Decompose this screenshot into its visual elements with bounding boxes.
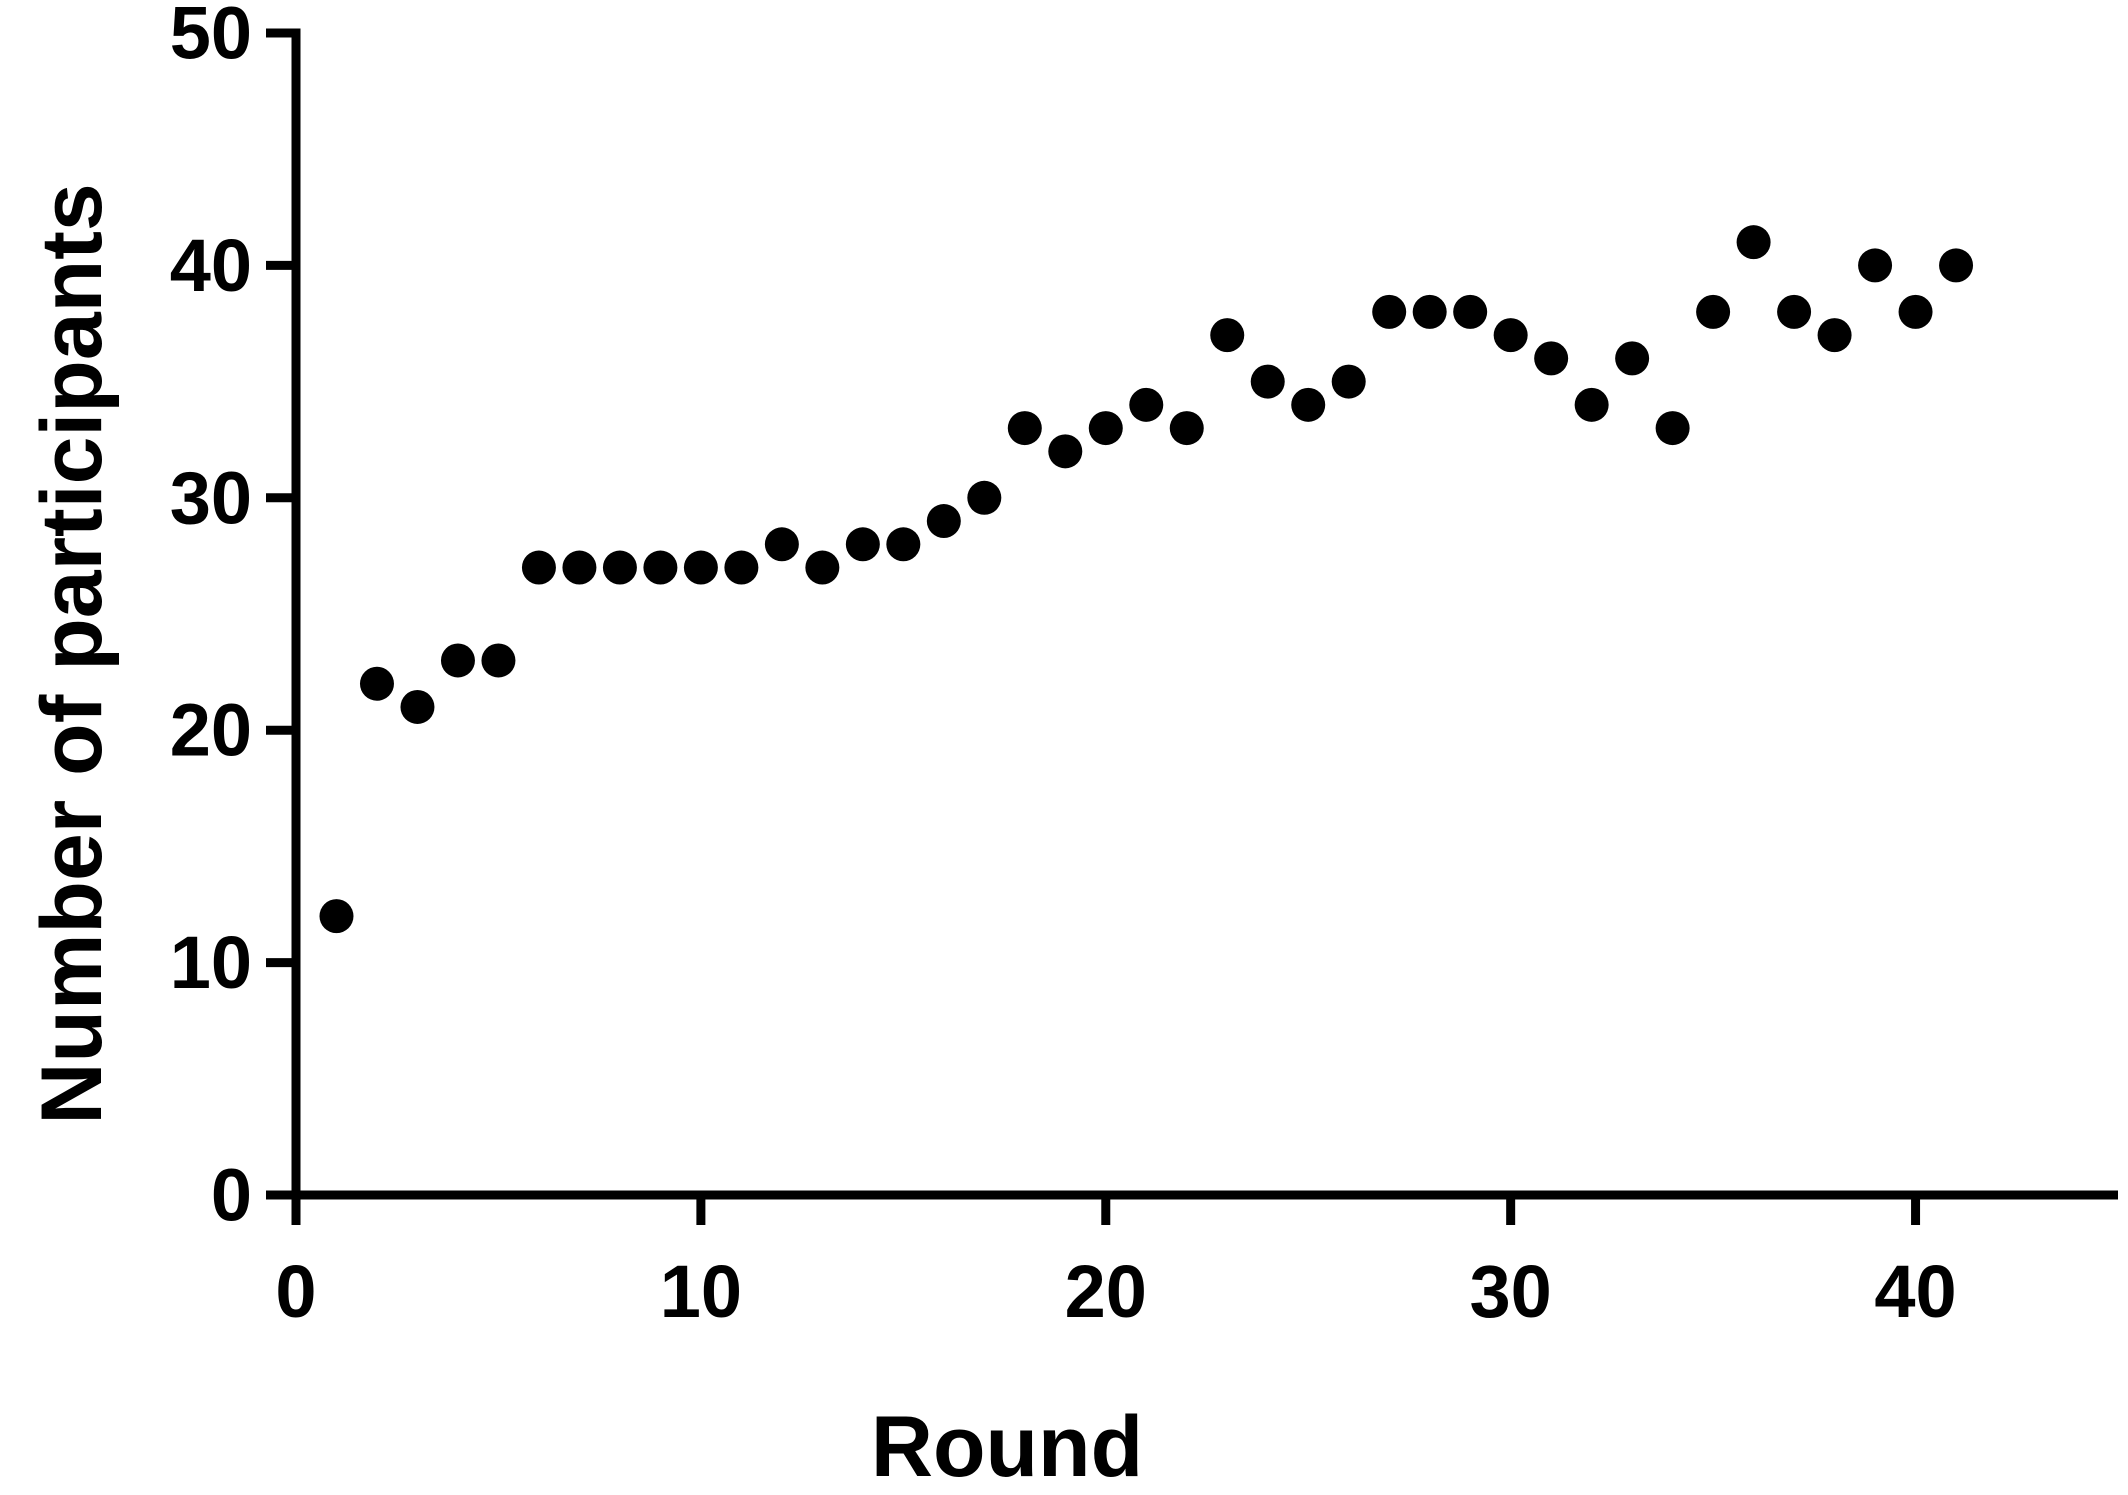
data-point — [440, 643, 475, 678]
x-axis-title: Round — [871, 1399, 1143, 1490]
data-point — [1777, 294, 1812, 329]
data-point — [1858, 248, 1893, 283]
y-tick-label: 40 — [170, 224, 252, 307]
data-point — [481, 643, 516, 678]
axis-ticks: 0 10 20 30 40 50 0 10 20 30 40 — [170, 0, 1957, 1333]
data-points — [319, 225, 1974, 934]
data-point — [1169, 411, 1204, 446]
data-point — [1331, 364, 1366, 399]
data-point — [562, 550, 597, 585]
data-point — [1615, 341, 1650, 376]
data-point — [1129, 387, 1164, 422]
y-tick-label: 20 — [170, 689, 252, 772]
x-tick-label: 40 — [1874, 1250, 1956, 1333]
data-point — [1412, 294, 1447, 329]
x-tick-label: 10 — [660, 1250, 742, 1333]
data-point — [805, 550, 840, 585]
data-point — [1453, 294, 1488, 329]
data-point — [1898, 294, 1933, 329]
data-point — [1817, 318, 1852, 353]
data-point — [1655, 411, 1690, 446]
data-point — [764, 527, 799, 562]
data-point — [1939, 248, 1974, 283]
data-point — [400, 689, 435, 724]
data-point — [1291, 387, 1326, 422]
data-point — [1088, 411, 1123, 446]
data-point — [319, 899, 354, 934]
y-tick-label: 10 — [170, 921, 252, 1004]
x-tick-label: 20 — [1065, 1250, 1147, 1333]
data-point — [845, 527, 880, 562]
data-point — [1210, 318, 1245, 353]
data-point — [1048, 434, 1083, 469]
data-point — [1250, 364, 1285, 399]
data-point — [643, 550, 678, 585]
data-point — [886, 527, 921, 562]
x-tick-label: 30 — [1470, 1250, 1552, 1333]
data-point — [1534, 341, 1569, 376]
y-tick-label: 0 — [211, 1154, 252, 1237]
data-point — [967, 480, 1002, 515]
x-tick-label: 0 — [275, 1250, 316, 1333]
y-tick-label: 50 — [170, 0, 252, 75]
data-point — [359, 666, 394, 701]
y-axis-title: Number of participants — [24, 183, 120, 1124]
axes — [291, 28, 2118, 1200]
data-point — [1007, 411, 1042, 446]
data-point — [683, 550, 718, 585]
data-point — [724, 550, 759, 585]
data-point — [1493, 318, 1528, 353]
data-point — [1372, 294, 1407, 329]
data-point — [1574, 387, 1609, 422]
y-tick-label: 30 — [170, 456, 252, 539]
data-point — [521, 550, 556, 585]
data-point — [602, 550, 637, 585]
data-point — [926, 504, 961, 539]
data-point — [1736, 225, 1771, 260]
data-point — [1696, 294, 1731, 329]
